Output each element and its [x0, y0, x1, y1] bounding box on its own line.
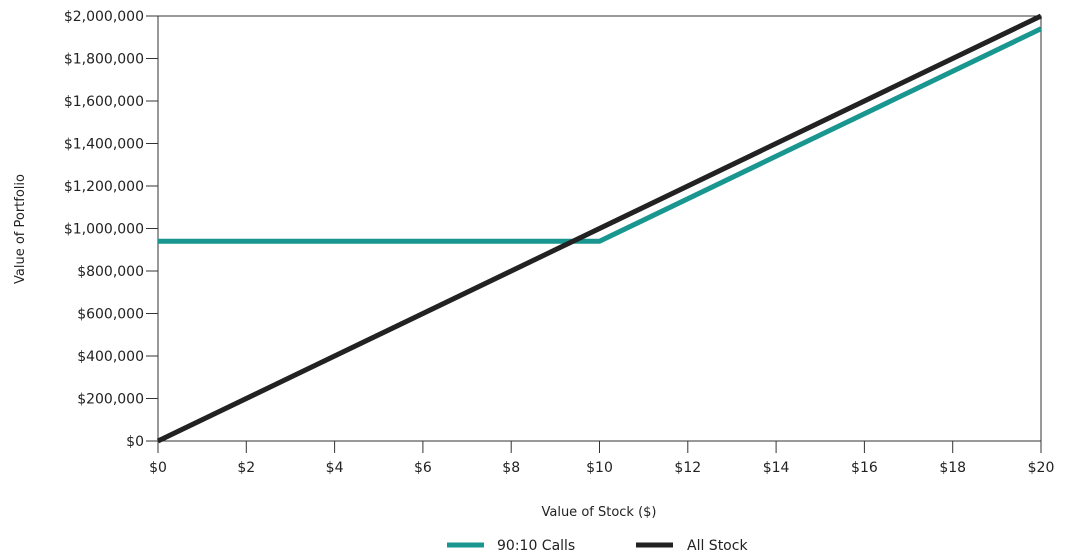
y-axis-title: Value of Portfolio [13, 174, 28, 284]
y-tick-label: $1,400,000 [64, 137, 144, 153]
y-tick-label: $0 [126, 434, 144, 450]
x-tick-label: $16 [851, 460, 878, 476]
x-tick-label: $14 [763, 460, 790, 476]
x-tick-label: $12 [674, 460, 701, 476]
x-tick-label: $4 [326, 460, 344, 476]
legend-label: 90:10 Calls [497, 538, 575, 554]
axes [146, 15, 1042, 453]
x-tick-label: $20 [1028, 460, 1055, 476]
y-tick-label: $600,000 [77, 307, 144, 323]
x-tick-label: $6 [414, 460, 432, 476]
y-tick-label: $400,000 [77, 349, 144, 365]
series-line-all-stock [156, 13, 1043, 444]
tick-labels: $0 $200,000 $400,000 $600,000 $800,000 $1,000… [64, 9, 1055, 476]
legend-label: All Stock [687, 538, 748, 554]
series-lines [156, 13, 1043, 444]
x-tick-label: $2 [237, 460, 255, 476]
legend: 90:10 Calls All Stock [447, 538, 748, 554]
series-line-calls [158, 26, 1043, 244]
y-tick-label: $200,000 [77, 392, 144, 408]
x-tick-label: $0 [149, 460, 167, 476]
y-tick-label: $1,600,000 [64, 94, 144, 110]
x-axis-title: Value of Stock ($) [541, 505, 656, 520]
y-tick-label: $800,000 [77, 264, 144, 280]
y-tick-label: $1,200,000 [64, 179, 144, 195]
y-tick-label: $1,800,000 [64, 52, 144, 68]
x-tick-label: $10 [586, 460, 613, 476]
x-tick-label: $8 [502, 460, 520, 476]
x-tick-label: $18 [939, 460, 966, 476]
y-tick-label: $2,000,000 [64, 9, 144, 25]
y-tick-label: $1,000,000 [64, 222, 144, 238]
